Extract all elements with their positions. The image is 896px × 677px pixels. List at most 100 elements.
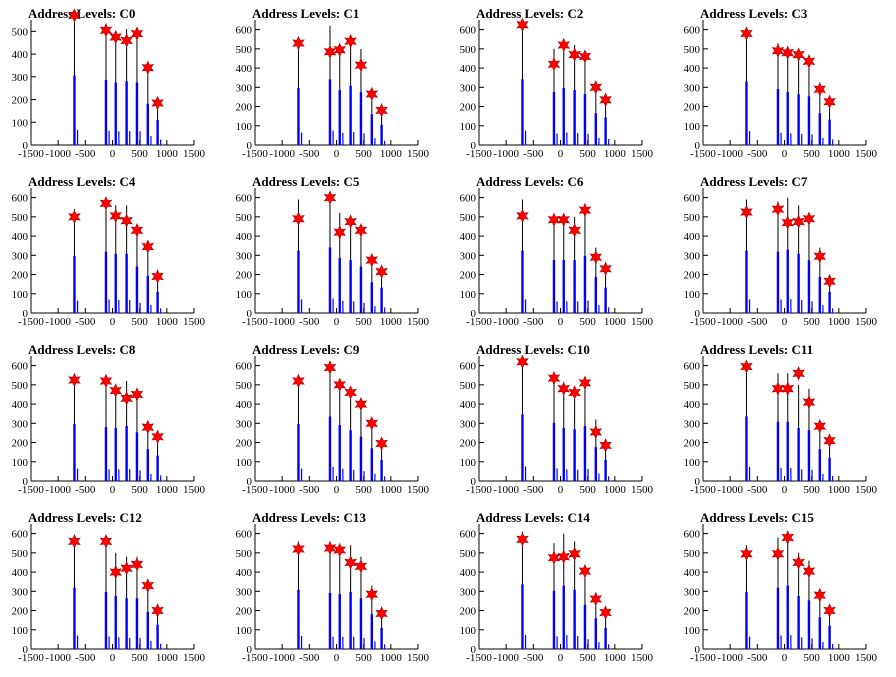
peak-marker [99,22,113,38]
peak-marker [120,213,133,228]
x-tick-label: -500 [523,316,544,328]
y-tick-label: 100 [12,117,29,129]
x-tick-label: -1500 [690,652,716,664]
peak-side-bar [748,466,751,481]
peak-side-bar [524,299,527,313]
peak-bar [328,79,332,145]
y-tick-label: 600 [460,25,477,37]
peak-marker [130,387,144,402]
peak-marker [557,212,571,227]
x-tick-label: 0 [558,148,564,160]
x-tick-label: -500 [523,484,544,496]
y-tick-label: 100 [460,457,477,469]
peak-side-bar [577,133,579,145]
peak-marker [792,366,805,381]
x-tick-label: 0 [334,316,340,328]
x-tick-label: 1000 [604,484,627,496]
peak-marker [781,381,795,396]
peak-bar [604,287,607,313]
peak-bar [562,260,565,313]
y-tick-label: 100 [684,289,701,301]
peak-bar [125,426,128,481]
y-tick-label: 500 [12,212,29,224]
peak-side-bar [577,636,579,649]
peak-marker [781,530,795,545]
y-tick-label: 200 [460,438,477,450]
y-tick-label: 600 [236,193,253,205]
peak-side-bar [577,301,579,313]
x-tick-label: 1000 [604,652,627,664]
x-tick-label: -500 [299,148,320,160]
peak-bar [114,596,117,649]
peak-bar [146,103,150,145]
peak-bar [594,447,598,481]
peak-bar [521,79,524,145]
peak-bar [594,277,598,313]
peak-bar [146,611,150,649]
chart-title: Address Levels: C0 [28,6,135,21]
x-tick-label: -500 [299,316,320,328]
peak-bar [328,247,332,313]
y-tick-label: 500 [684,44,701,56]
peak-marker [568,223,581,238]
x-tick-label: 1000 [380,148,403,160]
y-tick-label: 0 [23,644,29,656]
y-tick-label: 0 [23,140,29,152]
x-tick-label: -1500 [466,148,492,160]
x-tick-label: -500 [747,484,768,496]
peak-marker [557,381,571,396]
x-tick-label: 500 [579,484,596,496]
y-tick-label: 400 [12,399,29,411]
peak-side-bar [556,636,558,649]
chart-panel-c8: Address Levels: C8 0 100 200 300 400 500 600 -15… [12,342,206,496]
x-tick-label: 1000 [156,652,179,664]
peak-bar [776,421,780,481]
peak-side-bar [832,643,834,649]
peak-bar [297,423,300,481]
x-tick-label: 1500 [183,484,206,496]
peak-bar [297,87,300,145]
peak-bar [745,250,748,313]
y-tick-label: 600 [12,361,29,373]
peak-bar [135,266,139,313]
peak-marker [120,391,133,406]
peak-side-bar [300,468,303,481]
y-tick-label: 400 [460,399,477,411]
peak-bar [146,449,150,481]
peak-bar [604,627,607,649]
x-tick-label: 0 [110,652,116,664]
peak-side-bar [300,299,303,313]
y-tick-label: 0 [471,308,477,320]
peak-bar [125,81,128,145]
x-tick-label: -1000 [493,484,519,496]
peak-marker [365,416,379,431]
peak-side-bar [801,300,803,313]
x-tick-label: 0 [558,316,564,328]
x-tick-label: -1500 [690,316,716,328]
chart-panel-c13: Address Levels: C13 0 100 200 300 400 500 600 -1… [236,510,430,664]
peak-side-bar [524,634,527,649]
peak-marker [802,394,816,410]
peak-bar [338,424,341,481]
peak-side-bar [363,471,365,481]
y-tick-label: 100 [460,625,477,637]
y-tick-label: 0 [247,476,253,488]
peak-bar [73,75,76,145]
peak-marker [68,372,81,388]
y-tick-label: 100 [236,289,253,301]
peak-side-bar [342,133,344,145]
x-tick-label: -1500 [466,484,492,496]
peak-side-bar [108,130,110,145]
peak-bar [370,448,374,481]
peak-bar [562,428,565,481]
peak-side-bar [556,301,558,313]
x-tick-label: -1000 [45,148,71,160]
peak-marker [354,396,368,412]
peak-bar [104,80,108,145]
peak-marker [740,26,753,41]
peak-bar [818,113,822,145]
y-tick-label: 400 [460,63,477,75]
peak-bar [135,598,139,649]
peak-side-bar [790,468,792,481]
x-tick-label: -1000 [45,484,71,496]
